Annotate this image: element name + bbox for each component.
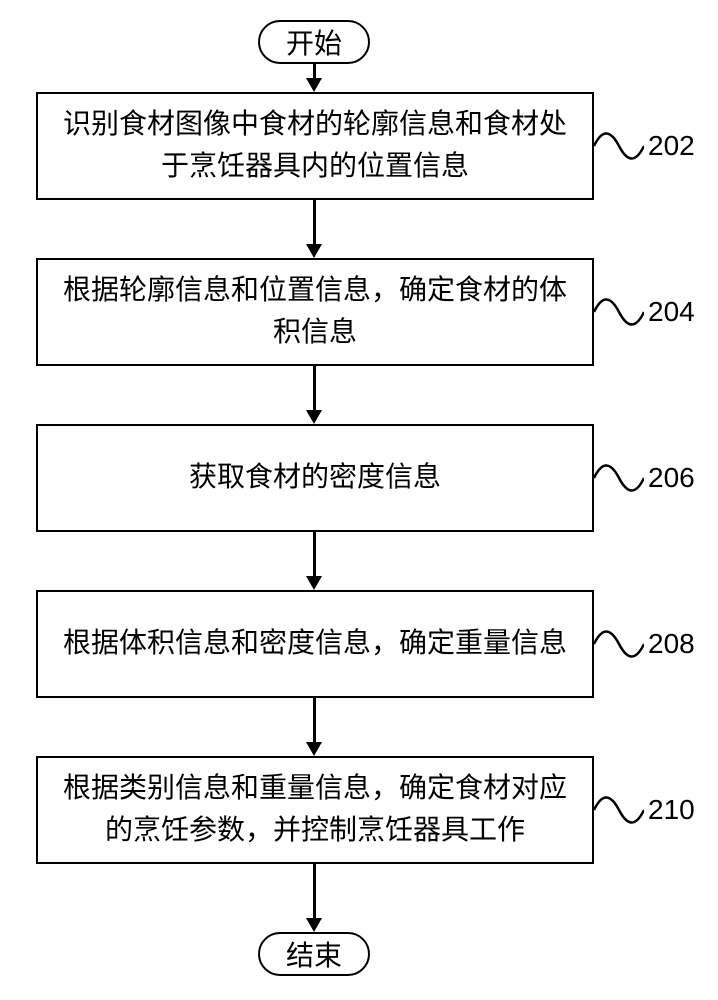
- step-label-202: 202: [648, 130, 695, 162]
- process-text: 根据体积信息和密度信息，确定重量信息: [63, 623, 567, 665]
- process-step-206: 获取食材的密度信息: [36, 424, 594, 532]
- process-step-210: 根据类别信息和重量信息，确定食材对应 的烹饪参数，并控制烹饪器具工作: [36, 756, 594, 864]
- wave-connector: [594, 780, 644, 840]
- wave-connector: [594, 448, 644, 508]
- step-label-210: 210: [648, 794, 695, 826]
- process-text: 根据类别信息和重量信息，确定食材对应 的烹饪参数，并控制烹饪器具工作: [63, 768, 567, 852]
- process-step-204: 根据轮廓信息和位置信息，确定食材的体 积信息: [36, 258, 594, 366]
- step-label-206: 206: [648, 462, 695, 494]
- wave-connector: [594, 614, 644, 674]
- arrow-head: [306, 742, 322, 756]
- arrow-line: [313, 64, 316, 78]
- wave-connector: [594, 116, 644, 176]
- process-step-208: 根据体积信息和密度信息，确定重量信息: [36, 590, 594, 698]
- process-text: 识别食材图像中食材的轮廓信息和食材处 于烹饪器具内的位置信息: [63, 104, 567, 188]
- process-text: 根据轮廓信息和位置信息，确定食材的体 积信息: [63, 270, 567, 354]
- arrow-line: [313, 698, 316, 742]
- arrow-line: [313, 864, 316, 918]
- arrow-line: [313, 366, 316, 410]
- start-label: 开始: [286, 22, 342, 62]
- step-label-208: 208: [648, 628, 695, 660]
- end-terminator: 结束: [258, 932, 370, 976]
- arrow-head: [306, 410, 322, 424]
- process-text: 获取食材的密度信息: [189, 457, 441, 499]
- arrow-head: [306, 576, 322, 590]
- wave-connector: [594, 282, 644, 342]
- end-label: 结束: [286, 934, 342, 974]
- arrow-head: [306, 244, 322, 258]
- start-terminator: 开始: [258, 20, 370, 64]
- arrow-line: [313, 200, 316, 244]
- arrow-head: [306, 78, 322, 92]
- arrow-head: [306, 918, 322, 932]
- arrow-line: [313, 532, 316, 576]
- step-label-204: 204: [648, 296, 695, 328]
- process-step-202: 识别食材图像中食材的轮廓信息和食材处 于烹饪器具内的位置信息: [36, 92, 594, 200]
